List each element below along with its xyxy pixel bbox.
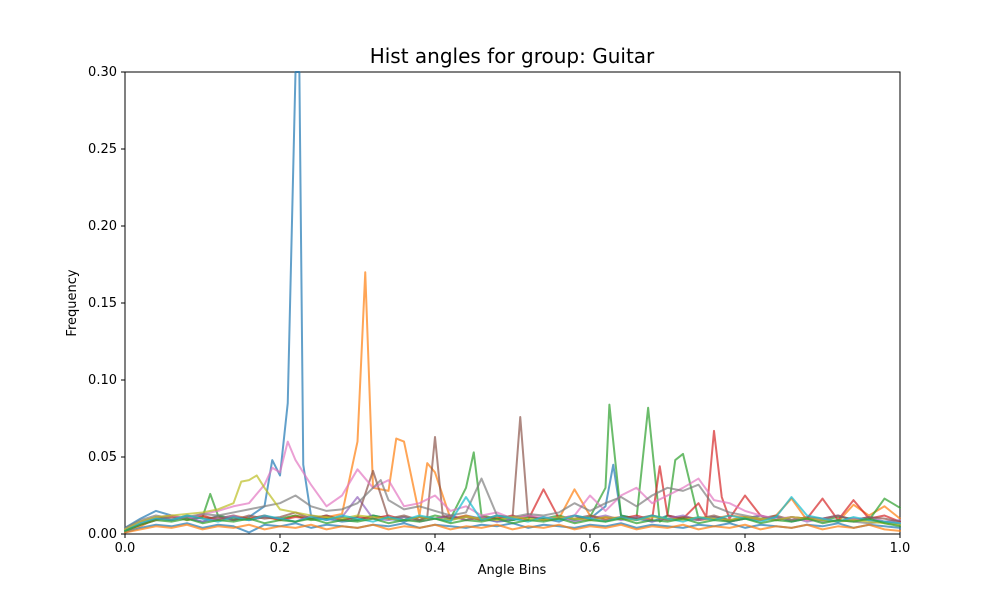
x-axis-label: Angle Bins bbox=[478, 563, 547, 578]
tick-layer: 0.0 0.2 0.4 0.6 0.8 1.0 0.00 0.05 0.10 0.15 0.20 0.… bbox=[88, 65, 910, 556]
y-tick-label-1: 0.05 bbox=[88, 450, 117, 465]
x-tick-label-2: 0.4 bbox=[425, 541, 446, 556]
chart-title: Hist angles for group: Guitar bbox=[370, 44, 655, 68]
y-tick-label-5: 0.25 bbox=[88, 142, 117, 157]
series-line-12 bbox=[124, 523, 901, 534]
series-line-1 bbox=[124, 71, 901, 529]
x-tick-label-3: 0.6 bbox=[580, 541, 601, 556]
x-tick-label-0: 0.0 bbox=[115, 541, 136, 556]
series-line-2 bbox=[124, 271, 901, 532]
series-layer bbox=[124, 71, 901, 534]
y-tick-label-3: 0.15 bbox=[88, 296, 117, 311]
y-axis-label: Frequency bbox=[65, 269, 80, 336]
y-tick-label-6: 0.30 bbox=[88, 65, 117, 80]
y-tick-label-4: 0.20 bbox=[88, 219, 117, 234]
x-tick-label-4: 0.8 bbox=[735, 541, 756, 556]
plot-frame bbox=[124, 71, 901, 535]
series-line-7 bbox=[124, 440, 901, 531]
x-tick-label-1: 0.2 bbox=[270, 541, 291, 556]
series-line-6 bbox=[124, 415, 901, 531]
y-tick-label-2: 0.10 bbox=[88, 373, 117, 388]
series-line-10 bbox=[124, 496, 901, 532]
y-tick-label-0: 0.00 bbox=[88, 527, 117, 542]
x-tick-label-5: 1.0 bbox=[890, 541, 911, 556]
series-line-13 bbox=[124, 517, 901, 532]
